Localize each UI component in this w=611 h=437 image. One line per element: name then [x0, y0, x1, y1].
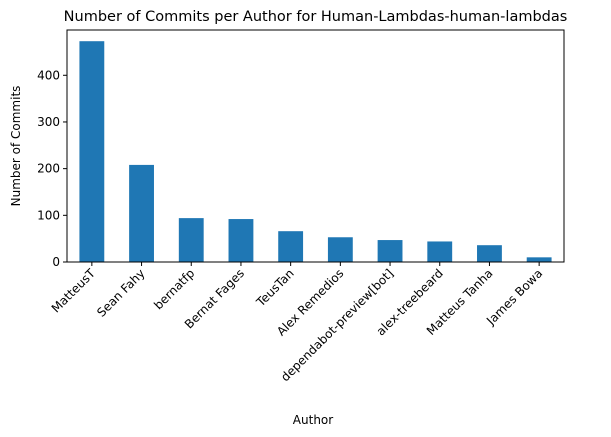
bar-4 [278, 231, 304, 262]
bars-group [79, 41, 552, 263]
bar-7 [427, 241, 453, 262]
y-tick-label: 300 [37, 115, 60, 129]
y-axis: 0 100 200 300 400 [37, 68, 67, 269]
x-axis-label: Author [293, 413, 333, 427]
bar-5 [327, 237, 353, 262]
y-tick-label: 200 [37, 162, 60, 176]
bar-1 [129, 164, 154, 262]
x-tick-label: TeusTan [253, 266, 297, 310]
bar-6 [377, 240, 403, 262]
chart-title: Number of Commits per Author for Human-L… [64, 9, 568, 25]
y-axis-label: Number of Commits [9, 86, 23, 207]
bar-0 [79, 41, 105, 263]
x-tick-label: Sean Fahy [94, 266, 147, 319]
bar-9 [526, 257, 552, 262]
bar-8 [477, 245, 502, 262]
bar-2 [178, 218, 204, 262]
y-tick-label: 0 [52, 255, 60, 269]
x-tick-label: bernatfp [151, 266, 197, 312]
x-tick-label: MatteusT [49, 266, 99, 316]
y-tick-label: 400 [37, 68, 60, 82]
bar-3 [228, 219, 254, 262]
y-tick-label: 100 [37, 208, 60, 222]
plot-frame [66, 29, 565, 263]
